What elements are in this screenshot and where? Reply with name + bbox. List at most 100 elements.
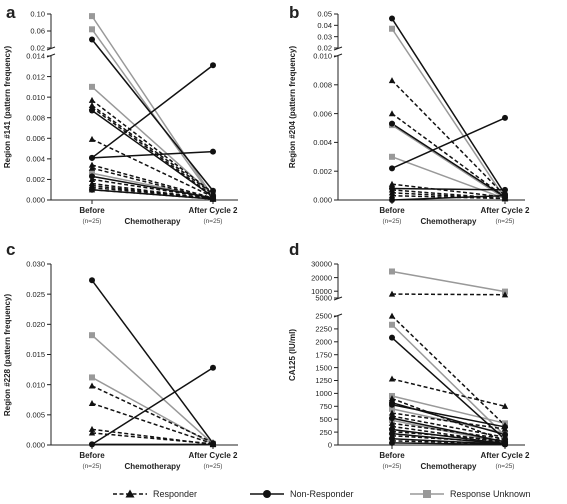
data-point	[388, 77, 396, 84]
series-line	[91, 367, 214, 446]
y-tick-label: 1750	[315, 350, 332, 359]
series-lines	[391, 270, 506, 446]
data-point	[89, 83, 95, 90]
legend-label: Response Unknown	[450, 489, 531, 499]
y-axis-title: CA125 (IU/ml)	[288, 329, 297, 381]
x-tick-sublabel: (n=25)	[204, 463, 223, 470]
data-point	[89, 277, 95, 284]
series-line	[391, 79, 506, 197]
series-line	[391, 156, 506, 200]
data-point	[388, 290, 396, 297]
y-axis-title: Region #141 (pattern frequency)	[3, 46, 12, 169]
x-tick-label: Before	[79, 206, 105, 215]
data-point	[389, 185, 395, 192]
data-point	[388, 419, 396, 426]
series-line	[91, 186, 214, 199]
data-point	[210, 195, 216, 202]
y-tick-label: 0.05	[317, 10, 332, 19]
y-tick-label: 1500	[315, 363, 332, 372]
series-line	[91, 428, 214, 446]
series-line	[391, 123, 506, 198]
data-point	[502, 441, 508, 448]
data-point	[210, 187, 216, 194]
y-tick-label: 0.008	[26, 113, 45, 122]
series-line	[391, 417, 506, 443]
series-line	[391, 124, 506, 200]
y-tick-label: 0.005	[26, 411, 45, 420]
y-tick-label: 750	[319, 402, 332, 411]
legend-label: Non-Responder	[290, 489, 354, 499]
y-tick-label: 0.008	[313, 81, 332, 90]
data-point	[389, 153, 395, 160]
series-line	[91, 432, 214, 445]
data-point	[388, 312, 396, 319]
x-tick-sublabel: (n=25)	[383, 463, 402, 470]
y-tick-label: 0.02	[317, 44, 332, 53]
y-tick-label: 0.010	[26, 93, 45, 102]
y-tick-label: 0.010	[313, 52, 332, 61]
y-axis-title: Region #228 (pattern frequency)	[3, 294, 12, 417]
series-line	[391, 315, 506, 426]
y-tick-label: 0.014	[26, 52, 45, 61]
y-tick-label: 0.002	[26, 175, 45, 184]
y-tick-label: 0.04	[317, 21, 332, 30]
data-point	[389, 439, 395, 446]
series-markers	[388, 15, 509, 203]
data-point	[210, 148, 216, 155]
panel-label: d	[289, 240, 299, 259]
x-tick-sublabel: (n=25)	[496, 463, 515, 470]
series-line	[391, 404, 506, 428]
data-point	[89, 170, 95, 177]
series-line	[391, 194, 506, 200]
data-point	[88, 382, 96, 389]
x-axis-title: Chemotherapy	[420, 217, 477, 226]
y-tick-label: 20000	[311, 273, 332, 282]
series-line	[91, 178, 214, 199]
series-line	[91, 15, 214, 198]
series-line	[391, 112, 506, 198]
series-lines	[91, 15, 214, 200]
data-point	[389, 197, 395, 203]
y-tick-label: 0.03	[317, 32, 332, 41]
data-point	[389, 25, 395, 32]
series-markers	[88, 13, 217, 202]
series-line	[391, 432, 506, 445]
y-tick-label: 30000	[311, 260, 332, 269]
x-tick-sublabel: (n=25)	[83, 463, 102, 470]
series-line	[391, 187, 506, 191]
legend-marker	[263, 490, 271, 498]
series-line	[391, 117, 506, 170]
data-point	[389, 165, 395, 172]
data-point	[389, 430, 395, 437]
series-lines	[391, 18, 506, 201]
data-point	[88, 96, 96, 103]
series-line	[391, 324, 506, 437]
x-tick-label: After Cycle 2	[481, 206, 530, 215]
y-tick-label: 10000	[311, 287, 332, 296]
x-tick-label: Before	[379, 451, 405, 460]
data-point	[88, 399, 96, 406]
y-tick-label: 0.015	[26, 350, 45, 359]
x-tick-sublabel: (n=25)	[496, 218, 515, 225]
data-point	[88, 164, 96, 171]
y-tick-label: 0.020	[26, 320, 45, 329]
y-tick-label: 0.006	[313, 109, 332, 118]
y-tick-label: 0.004	[26, 155, 45, 164]
series-line	[91, 334, 214, 445]
y-axis	[333, 14, 343, 200]
y-tick-label: 250	[319, 428, 332, 437]
series-line	[91, 175, 214, 199]
y-tick-label: 0.10	[30, 10, 45, 19]
x-tick-sublabel: (n=25)	[83, 218, 102, 225]
series-line	[91, 164, 214, 199]
series-line	[391, 194, 506, 201]
data-point	[88, 425, 96, 432]
y-tick-label: 2500	[315, 312, 332, 321]
data-point	[502, 192, 508, 199]
data-point	[389, 15, 395, 22]
x-axis-title: Chemotherapy	[124, 217, 181, 226]
series-line	[91, 106, 214, 197]
data-point	[89, 26, 95, 33]
